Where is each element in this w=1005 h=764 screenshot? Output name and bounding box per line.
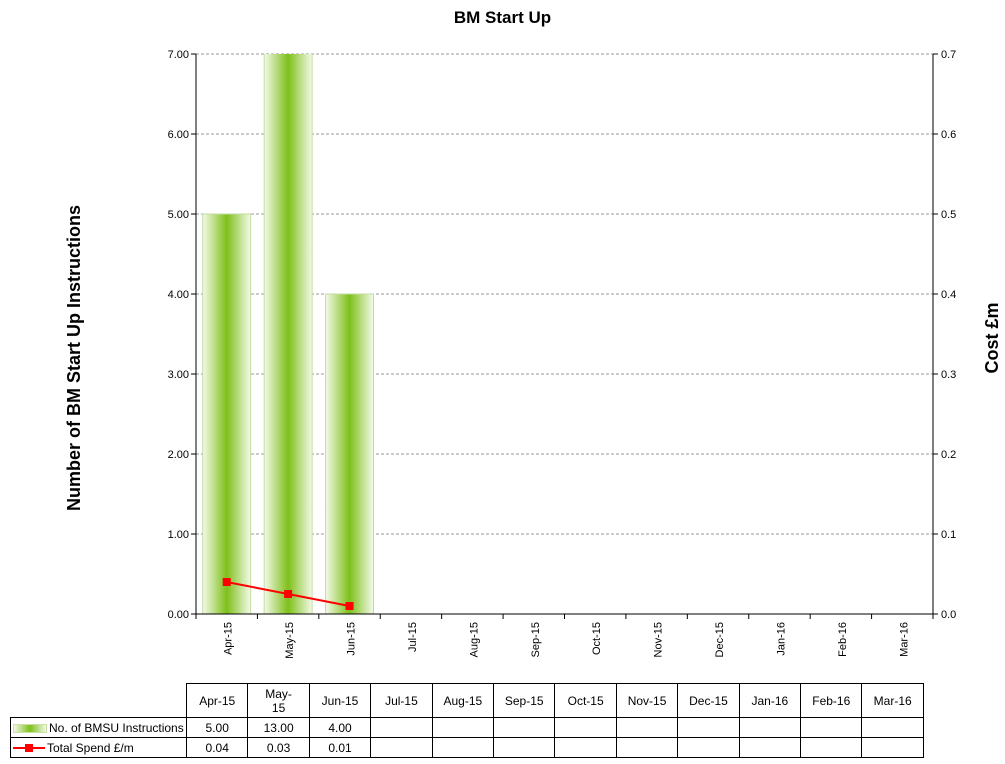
- table-header-cell: Mar-16: [861, 683, 924, 718]
- table-cell: 0.04: [185, 737, 249, 758]
- legend-entry: No. of BMSU Instructions: [10, 717, 187, 738]
- legend-label: No. of BMSU Instructions: [49, 720, 184, 735]
- y2-axis-title: Cost £m: [982, 302, 1002, 373]
- bar: [263, 54, 313, 614]
- legend-key: [13, 723, 47, 733]
- x-tick-label: Dec-15: [714, 622, 726, 657]
- table-cell: [370, 737, 433, 758]
- table-cell: [493, 737, 556, 758]
- spend-marker: [284, 590, 293, 598]
- data-table: Apr-15 May- 15 Jun-15 Jul-15 Aug-15 Sep-15 Oct-…: [10, 683, 924, 758]
- table-cell: [370, 717, 433, 738]
- table-header-cell: Apr-15: [185, 683, 249, 718]
- table-row: Total Spend £/m 0.04 0.03 0.01: [10, 737, 924, 758]
- y2-tick-label: 0.1: [941, 529, 956, 541]
- table-header-cell: May- 15: [247, 683, 310, 718]
- x-tick-label: Jun-15: [346, 622, 358, 656]
- x-tick-label: Jul-15: [407, 622, 419, 652]
- table-row: No. of BMSU Instructions 5.00 13.00 4.00: [10, 717, 924, 738]
- y2-tick-label: 0.5: [941, 209, 956, 221]
- x-tick-label: May-15: [284, 622, 296, 659]
- table-header-cell: Dec-15: [677, 683, 740, 718]
- table-cell: 5.00: [185, 717, 249, 738]
- table-header-cell: Jan-16: [738, 683, 802, 718]
- y-tick-label: 3.00: [168, 369, 189, 381]
- y2-tick-label: 0.2: [941, 449, 956, 461]
- x-tick-label: Jan-16: [775, 622, 787, 656]
- table-cell: [615, 737, 679, 758]
- table-header-row: Apr-15 May- 15 Jun-15 Jul-15 Aug-15 Sep-15 Oct-…: [11, 683, 924, 718]
- table-corner: [11, 684, 187, 718]
- table-cell: [800, 737, 863, 758]
- chart-title: BM Start Up: [453, 8, 552, 27]
- y-tick-label: 4.00: [168, 289, 189, 301]
- table-cell: 0.03: [247, 737, 310, 758]
- table-cell: [431, 717, 495, 738]
- y-tick-label: 5.00: [168, 209, 189, 221]
- table-header-cell: Jul-15: [370, 683, 433, 718]
- table-header-cell: Oct-15: [554, 683, 617, 718]
- table-cell: [554, 737, 617, 758]
- y2-tick-label: 0.6: [941, 129, 956, 141]
- legend-entry: Total Spend £/m: [10, 737, 187, 758]
- bar: [325, 293, 374, 614]
- x-tick-label: Aug-15: [468, 622, 480, 657]
- table-cell: [800, 717, 863, 738]
- y-tick-label: 2.00: [168, 449, 189, 461]
- table-header-cell: Jun-15: [308, 683, 372, 718]
- table-header-cell: Sep-15: [493, 683, 556, 718]
- table-cell: [615, 717, 679, 738]
- x-tick-label: Sep-15: [530, 622, 542, 657]
- table-cell: 13.00: [247, 717, 310, 738]
- table-header-cell: Nov-15: [615, 683, 679, 718]
- legend-label: Total Spend £/m: [47, 740, 134, 755]
- x-tick-label: Apr-15: [223, 622, 235, 655]
- spend-marker: [345, 602, 354, 610]
- y2-tick-label: 0.4: [941, 289, 956, 301]
- table-cell: 4.00: [308, 717, 372, 738]
- y2-tick-label: 0.3: [941, 369, 956, 381]
- x-tick-label: Oct-15: [591, 622, 603, 655]
- x-tick-label: Nov-15: [653, 622, 665, 657]
- y-tick-label: 6.00: [168, 129, 189, 141]
- table-cell: [738, 717, 802, 738]
- table-cell: [738, 737, 802, 758]
- table-cell: 0.01: [308, 737, 372, 758]
- legend-key: [13, 743, 45, 754]
- table-cell: [493, 717, 556, 738]
- y-tick-label: 0.00: [168, 609, 189, 621]
- table-header-cell: Feb-16: [800, 683, 863, 718]
- table-cell: [861, 717, 924, 738]
- bar: [202, 213, 252, 614]
- table-cell: [554, 717, 617, 738]
- table-header-cell: Aug-15: [431, 683, 495, 718]
- y-axis-title: Number of BM Start Up Instructions: [64, 205, 84, 511]
- x-tick-label: Feb-16: [837, 622, 849, 657]
- x-tick-label: Mar-16: [898, 622, 910, 657]
- spend-marker: [222, 578, 231, 586]
- y-tick-label: 7.00: [168, 49, 189, 61]
- y2-tick-label: 0.0: [941, 609, 956, 621]
- table-cell: [677, 737, 740, 758]
- y-tick-label: 1.00: [168, 529, 189, 541]
- table-cell: [861, 737, 924, 758]
- table-cell: [677, 717, 740, 738]
- y2-tick-label: 0.7: [941, 49, 956, 61]
- table-cell: [431, 737, 495, 758]
